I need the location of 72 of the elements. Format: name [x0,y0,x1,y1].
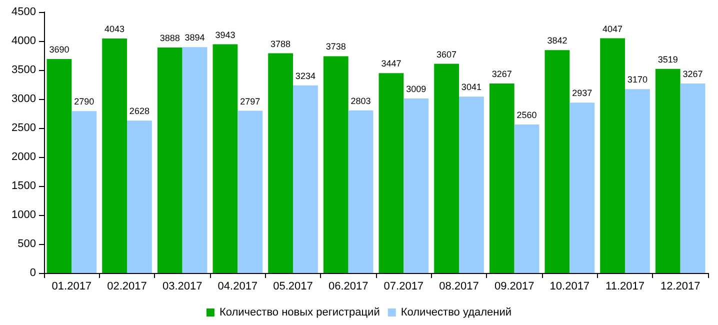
data-label: 3738 [326,42,346,52]
data-label: 2628 [129,106,150,116]
data-label: 3690 [49,44,70,54]
bar [680,84,706,273]
bar [72,111,97,273]
bar [600,38,625,273]
x-tick-label: 09.2017 [494,280,534,292]
legend-label: Количество удалений [400,306,512,318]
bar [404,98,429,273]
x-tick-label: 11.2017 [606,280,644,292]
bar [293,85,318,273]
bar [655,68,680,273]
data-label: 2803 [350,96,371,106]
bar [348,110,374,273]
y-tick-label: 0 [30,267,36,279]
data-label: 3519 [658,54,678,64]
bar [570,102,595,273]
bar [625,89,650,273]
data-label: 3888 [160,32,180,43]
bar [238,110,263,273]
x-tick-label: 04.2017 [218,280,258,292]
bar [323,56,348,273]
data-label: 3170 [627,74,648,85]
bar [434,64,459,273]
data-label: 2797 [240,96,260,106]
bar [514,124,540,273]
data-label: 3041 [461,82,482,92]
data-label: 3788 [270,38,291,49]
x-tick-label: 07.2017 [384,280,424,292]
data-label: 4047 [602,24,623,34]
data-label: 3894 [184,32,205,43]
y-tick-label: 4000 [12,35,36,47]
data-label: 3447 [381,58,402,69]
bar [268,53,293,273]
bar [182,47,208,273]
x-tick-label: 06.2017 [328,280,368,292]
x-tick-label: 12.2017 [660,280,700,292]
bar [46,58,72,273]
data-label: 2560 [516,110,537,120]
bar [459,96,484,273]
bar [544,50,570,273]
data-label: 3607 [436,49,457,60]
x-tick-label: 02.2017 [107,280,147,292]
y-tick-label: 1500 [12,180,36,192]
x-tick-label: 01.2017 [52,280,92,292]
x-tick-label: 08.2017 [439,280,479,292]
bar [102,38,127,273]
data-label: 3009 [406,84,426,94]
y-tick-label: 2500 [12,122,36,134]
bar [212,44,238,273]
x-tick-label: 10.2017 [550,280,590,292]
data-label: 3943 [215,30,236,40]
data-label: 3234 [295,70,316,81]
x-tick-label: 05.2017 [273,280,313,292]
legend-label: Количество новых регистраций [219,306,380,318]
data-label: 3267 [492,69,512,80]
bar [378,73,404,273]
y-tick-label: 2000 [12,151,36,163]
x-tick-label: 03.2017 [162,280,202,292]
data-label: 3842 [547,36,568,46]
y-tick-label: 4500 [12,6,36,18]
data-label: 2790 [74,96,94,107]
y-tick-label: 1000 [12,209,36,221]
bar [157,47,182,273]
data-label: 2937 [572,88,592,98]
y-tick-label: 500 [18,238,36,250]
data-label: 4043 [104,24,125,34]
data-label: 3267 [682,69,703,80]
y-tick-label: 3500 [12,64,36,76]
bar [489,84,514,273]
bar [127,120,152,273]
y-tick-label: 3000 [12,93,36,105]
